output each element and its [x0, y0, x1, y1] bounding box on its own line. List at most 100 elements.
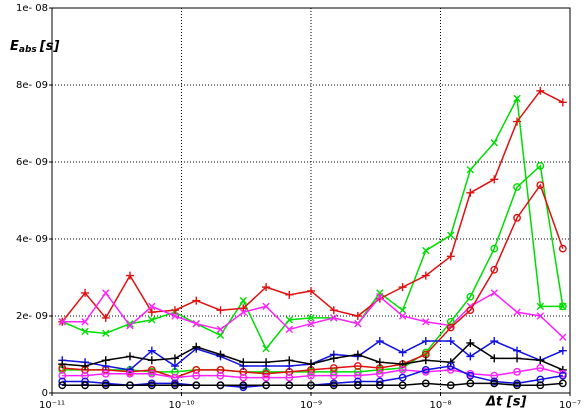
marker — [536, 312, 545, 320]
marker — [446, 362, 455, 370]
marker — [262, 358, 271, 367]
marker — [147, 308, 156, 317]
marker — [490, 379, 499, 388]
marker — [81, 327, 89, 336]
marker — [513, 213, 521, 222]
marker — [307, 286, 315, 295]
marker — [216, 331, 225, 339]
y-tick-label: 6e- 09 — [16, 157, 48, 168]
marker — [513, 94, 521, 103]
marker — [126, 381, 134, 390]
marker — [192, 296, 201, 305]
series-line — [62, 367, 563, 379]
marker — [81, 288, 90, 297]
series-line — [62, 382, 563, 387]
marker — [81, 381, 89, 390]
marker — [446, 252, 455, 261]
y-label-unit: [s] — [39, 39, 60, 54]
marker — [398, 306, 407, 314]
marker — [536, 302, 545, 311]
marker — [307, 320, 315, 328]
marker — [101, 381, 110, 390]
y-axis-label: Eabs [s] — [10, 39, 59, 55]
marker — [353, 350, 362, 359]
series-line — [62, 183, 564, 379]
marker — [285, 381, 294, 390]
marker — [216, 350, 225, 359]
marker — [558, 302, 567, 311]
marker — [558, 98, 567, 107]
marker — [239, 373, 248, 382]
marker — [398, 381, 407, 390]
marker — [536, 161, 545, 170]
marker — [147, 346, 156, 355]
marker — [490, 139, 498, 147]
x-tick-label: 10⁻¹⁰ — [168, 400, 194, 411]
marker — [285, 373, 294, 382]
marker — [81, 362, 90, 371]
marker — [466, 306, 475, 315]
marker — [375, 358, 384, 367]
marker — [559, 333, 567, 341]
marker — [354, 320, 362, 328]
marker — [239, 381, 248, 390]
marker — [421, 271, 430, 280]
marker — [398, 312, 407, 320]
y-tick-label: 2e- 09 — [16, 311, 48, 322]
marker — [375, 337, 384, 346]
marker — [171, 381, 179, 390]
marker — [147, 369, 156, 378]
marker — [558, 379, 567, 388]
marker — [536, 181, 545, 190]
marker — [398, 348, 407, 357]
marker — [307, 360, 315, 369]
y-tick-label: 4e- 09 — [16, 234, 48, 245]
marker — [262, 381, 270, 390]
marker — [101, 356, 110, 365]
marker — [285, 325, 294, 334]
marker — [490, 265, 499, 274]
y-label-main: E — [10, 39, 19, 54]
marker — [170, 362, 179, 371]
x-tick-label: 10⁻⁹ — [300, 400, 322, 411]
marker — [353, 381, 362, 390]
marker — [101, 369, 110, 378]
marker — [353, 362, 362, 370]
x-tick-label: 10⁻¹¹ — [39, 400, 65, 411]
marker — [398, 365, 407, 374]
marker — [239, 304, 248, 313]
marker — [262, 345, 270, 353]
x-tick-label: 10⁻⁷ — [559, 400, 581, 411]
marker — [421, 337, 430, 346]
marker — [239, 358, 248, 367]
marker — [490, 337, 499, 346]
marker — [421, 379, 430, 388]
marker — [126, 321, 134, 330]
marker — [558, 371, 567, 380]
marker — [125, 271, 134, 280]
marker — [376, 293, 384, 301]
marker — [148, 302, 156, 311]
marker — [58, 381, 67, 390]
marker — [558, 244, 567, 253]
y-tick-label: 0 — [42, 388, 48, 399]
marker — [147, 381, 156, 390]
marker — [262, 373, 270, 382]
marker — [447, 231, 455, 239]
marker — [490, 175, 499, 184]
marker — [398, 283, 407, 292]
y-tick-label: 8e- 09 — [16, 80, 48, 91]
marker — [192, 342, 201, 351]
marker — [466, 166, 475, 174]
marker — [102, 289, 110, 297]
marker — [353, 312, 362, 320]
marker — [422, 318, 430, 326]
marker — [466, 338, 475, 347]
marker — [239, 296, 247, 305]
marker — [466, 292, 475, 301]
x-axis-label: Δt [s] — [485, 395, 526, 410]
marker — [239, 308, 247, 316]
marker — [307, 314, 315, 322]
marker — [307, 381, 315, 390]
marker — [446, 323, 455, 332]
